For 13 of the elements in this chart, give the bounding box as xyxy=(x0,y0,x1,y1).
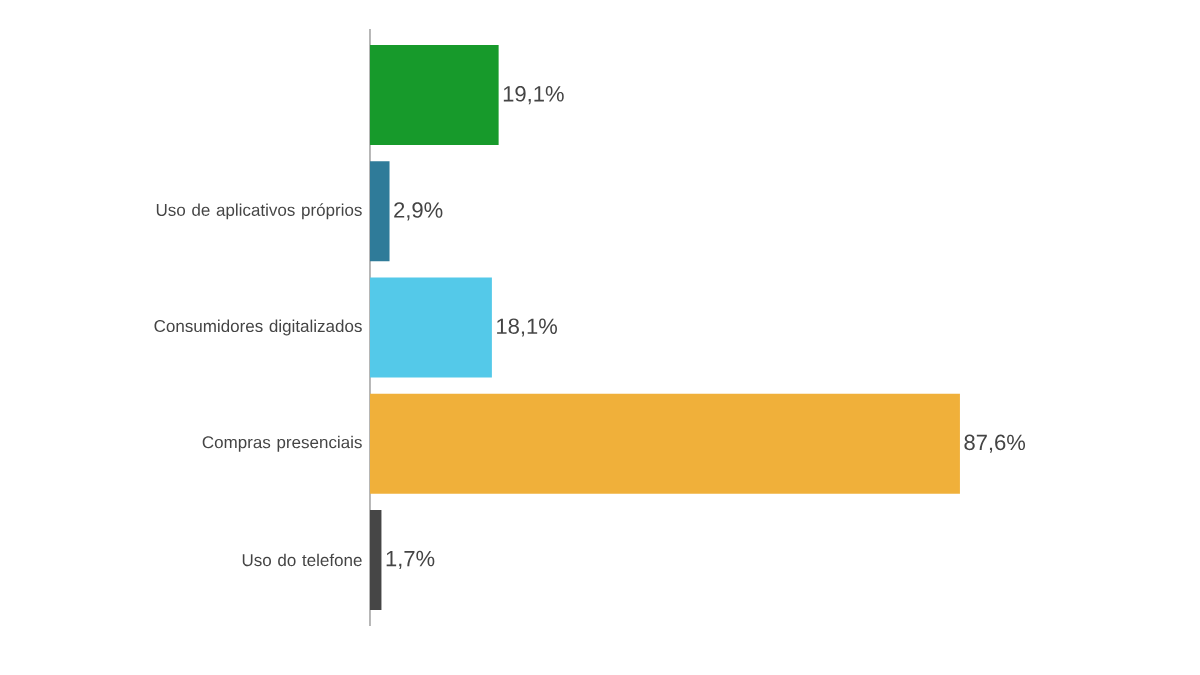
data-label: 19,1% xyxy=(503,86,564,105)
data-label: 1,7% xyxy=(386,550,435,569)
bar xyxy=(370,277,492,378)
data-label: 2,9% xyxy=(394,202,443,221)
bar xyxy=(370,393,960,494)
data-label: 87,6% xyxy=(964,434,1026,453)
y-tick-label: Compras presenciais xyxy=(202,435,362,452)
y-tick-label: Uso de aplicativos próprios xyxy=(156,203,362,220)
y-tick-label: Consumidores digitalizados xyxy=(154,319,362,336)
y-tick-label: Uso do telefone xyxy=(242,553,362,567)
data-label: 18,1% xyxy=(497,318,558,337)
bar xyxy=(370,45,499,146)
bar xyxy=(370,161,390,262)
